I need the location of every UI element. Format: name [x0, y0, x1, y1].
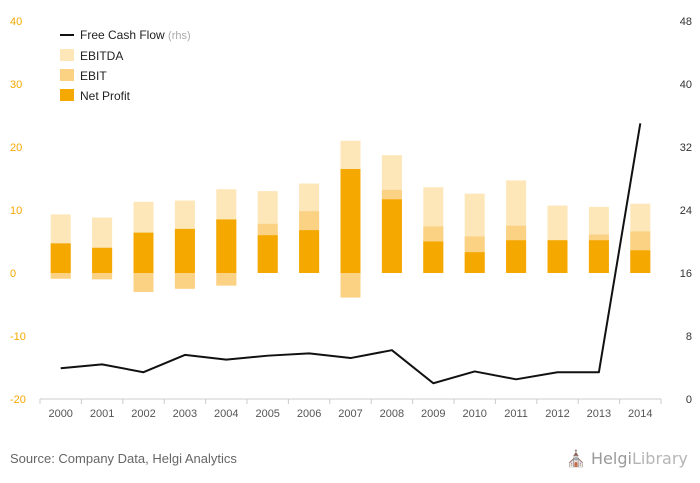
- legend-swatch-ebitda: [60, 49, 74, 61]
- net-profit-bar: [216, 219, 237, 273]
- right-tick-label: 32: [680, 142, 692, 154]
- x-tick-label: 2010: [462, 408, 486, 420]
- legend-swatch-ebit: [60, 69, 74, 81]
- net-profit-bar: [381, 199, 402, 273]
- right-tick-label: 24: [680, 205, 692, 217]
- x-tick-label: 2003: [173, 408, 197, 420]
- net-profit-bar: [257, 235, 278, 273]
- legend-label-free-cash-flow: Free Cash Flow (rhs): [80, 28, 191, 42]
- net-profit-bar: [547, 240, 568, 273]
- right-tick-label: 8: [686, 331, 692, 343]
- free-cash-flow-line: [60, 123, 642, 385]
- legend-label-ebit: EBIT: [80, 69, 107, 83]
- x-tick-label: 2011: [504, 408, 528, 420]
- ebit-bar-negative: [340, 273, 361, 298]
- x-tick-label: 2009: [421, 408, 445, 420]
- x-tick-label: 2002: [131, 408, 155, 420]
- x-tick-label: 2001: [90, 408, 114, 420]
- right-tick-label: 40: [680, 79, 692, 91]
- x-tick-label: 2006: [297, 408, 321, 420]
- left-tick-label: 30: [10, 79, 22, 91]
- x-tick-label: 2004: [214, 408, 238, 420]
- net-profit-bar: [92, 247, 113, 273]
- ebit-bar-negative: [174, 273, 195, 289]
- left-tick-label: 40: [10, 16, 22, 28]
- left-tick-label: -20: [10, 394, 26, 406]
- net-profit-bar: [630, 250, 651, 273]
- net-profit-bar: [50, 243, 71, 273]
- x-tick-label: 2012: [545, 408, 569, 420]
- left-tick-label: 10: [10, 205, 22, 217]
- net-profit-bar: [340, 169, 361, 273]
- net-profit-bar: [506, 240, 527, 273]
- helgi-library-logo: ⛪ HelgiLibrary: [566, 449, 688, 468]
- helgi-library-icon: ⛪: [566, 449, 586, 468]
- net-profit-bar: [299, 230, 320, 273]
- x-axis-ticks: 2000 2001 2002 2003 2004 2005 2006 2007 2008 2009…: [39, 399, 662, 420]
- ebit-bar-negative: [133, 273, 154, 292]
- ebit-bar-negative: [216, 273, 237, 286]
- source-note: Source: Company Data, Helgi Analytics: [10, 451, 237, 466]
- legend-swatch-net-profit: [60, 89, 74, 101]
- right-tick-label: 0: [686, 394, 692, 406]
- legend-label-ebitda: EBITDA: [80, 49, 123, 63]
- net-profit-bar: [588, 240, 609, 273]
- right-axis-ticks: 0 8 16 24 32 40 48: [680, 16, 692, 406]
- right-tick-label: 16: [680, 268, 692, 280]
- free-cash-flow-path: [60, 123, 642, 385]
- ebit-bar-negative: [50, 273, 71, 279]
- x-tick-label: 2000: [48, 408, 72, 420]
- x-tick-label: 2007: [338, 408, 362, 420]
- x-tick-label: 2014: [628, 408, 652, 420]
- x-tick-label: 2013: [587, 408, 611, 420]
- net-profit-bar: [464, 252, 485, 273]
- left-axis-ticks: -20 -10 0 10 20 30 40: [10, 16, 26, 406]
- left-tick-label: 0: [10, 268, 16, 280]
- net-profit-bar: [174, 228, 195, 273]
- x-tick-label: 2008: [380, 408, 404, 420]
- left-tick-label: 20: [10, 142, 22, 154]
- x-tick-label: 2005: [255, 408, 279, 420]
- right-tick-label: 48: [680, 16, 692, 28]
- ebit-bar-negative: [92, 273, 113, 280]
- bars: [50, 140, 651, 298]
- legend: Free Cash Flow (rhs) EBITDA EBIT Net Pro…: [60, 28, 191, 103]
- legend-label-net-profit: Net Profit: [80, 89, 131, 103]
- net-profit-bar: [133, 232, 154, 273]
- net-profit-bar: [423, 241, 444, 273]
- left-tick-label: -10: [10, 331, 26, 343]
